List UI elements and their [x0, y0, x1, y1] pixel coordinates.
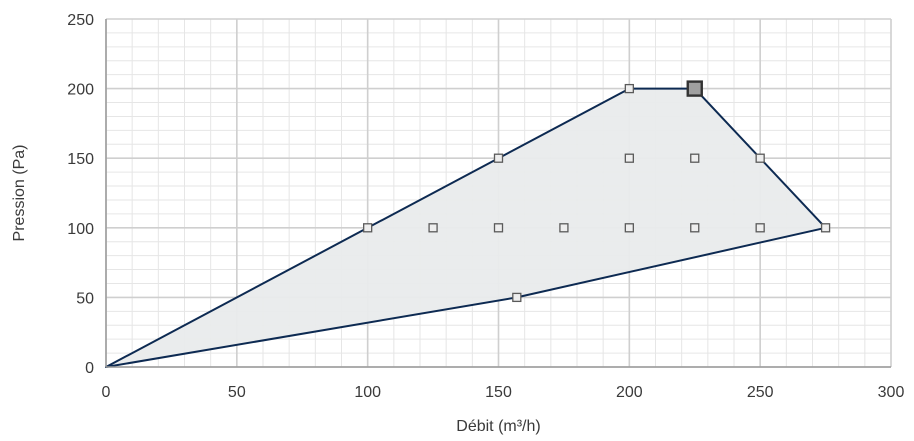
data-point — [512, 292, 522, 303]
x-tick-label: 200 — [616, 384, 643, 401]
x-tick-label: 50 — [228, 384, 246, 401]
data-point — [493, 223, 504, 233]
data-point — [363, 223, 373, 233]
highlighted-data-point — [686, 80, 703, 97]
x-tick-labels: 0 50 100 150 200 250 300 — [102, 384, 905, 401]
x-tick-label: 100 — [354, 384, 381, 401]
y-tick-label: 200 — [67, 82, 94, 99]
data-points — [363, 80, 831, 303]
data-point — [559, 223, 569, 233]
data-point — [624, 223, 634, 233]
data-point — [755, 153, 765, 163]
x-tick-label: 0 — [102, 384, 111, 401]
x-tick-label: 150 — [485, 384, 512, 401]
data-point — [428, 223, 438, 233]
x-axis-label: Débit (m³/h) — [456, 418, 540, 435]
y-tick-labels: 0 50 100 150 200 250 — [67, 12, 94, 377]
y-tick-label: 0 — [85, 360, 94, 377]
data-point — [690, 153, 700, 163]
data-point — [624, 153, 634, 163]
axes — [105, 19, 891, 368]
data-point — [755, 223, 765, 233]
x-tick-label: 250 — [747, 384, 774, 401]
data-point — [820, 223, 831, 233]
y-tick-label: 50 — [76, 290, 94, 307]
y-axis-label: Pression (Pa) — [11, 145, 28, 242]
y-tick-label: 100 — [67, 221, 94, 238]
data-point — [690, 223, 700, 233]
y-tick-label: 150 — [67, 151, 94, 168]
data-point — [493, 153, 504, 163]
data-point — [624, 83, 634, 94]
y-tick-label: 250 — [67, 12, 94, 29]
x-tick-label: 300 — [878, 384, 905, 401]
